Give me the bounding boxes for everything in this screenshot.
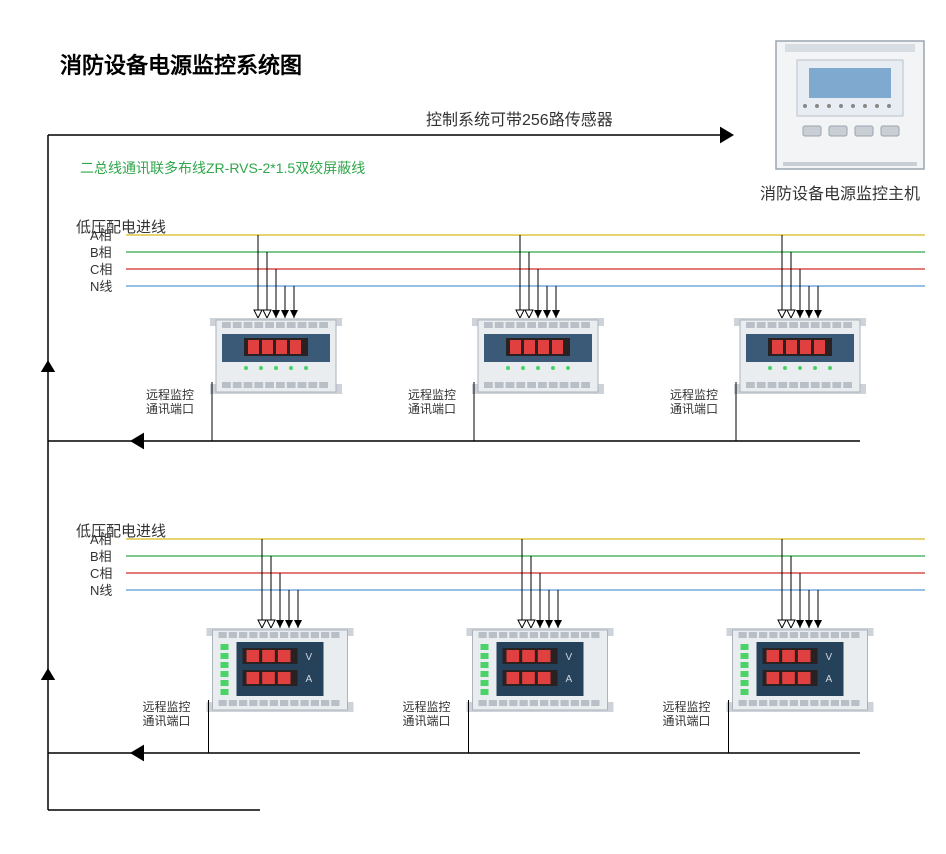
- port-label: 远程监控通讯端口: [403, 700, 463, 729]
- svg-text:V: V: [306, 652, 313, 663]
- port-label: 远程监控通讯端口: [143, 700, 203, 729]
- svg-text:A: A: [826, 674, 833, 685]
- host-cabinet-icon: [775, 40, 925, 170]
- port-label: 远程监控通讯端口: [146, 388, 206, 417]
- host-label: 消防设备电源监控主机: [760, 180, 920, 204]
- svg-text:V: V: [826, 652, 833, 663]
- bus-wire-label: 二总线通讯联多布线ZR-RVS-2*1.5双绞屏蔽线: [80, 158, 365, 178]
- subtitle: 控制系统可带256路传感器: [426, 106, 613, 130]
- diagram-title: 消防设备电源监控系统图: [60, 48, 302, 80]
- phase-label: N线: [90, 580, 112, 599]
- svg-text:A: A: [306, 674, 313, 685]
- port-label: 远程监控通讯端口: [670, 388, 730, 417]
- port-label: 远程监控通讯端口: [408, 388, 468, 417]
- svg-text:A: A: [566, 674, 573, 685]
- svg-text:V: V: [566, 652, 573, 663]
- phase-label: N线: [90, 276, 112, 295]
- port-label: 远程监控通讯端口: [663, 700, 723, 729]
